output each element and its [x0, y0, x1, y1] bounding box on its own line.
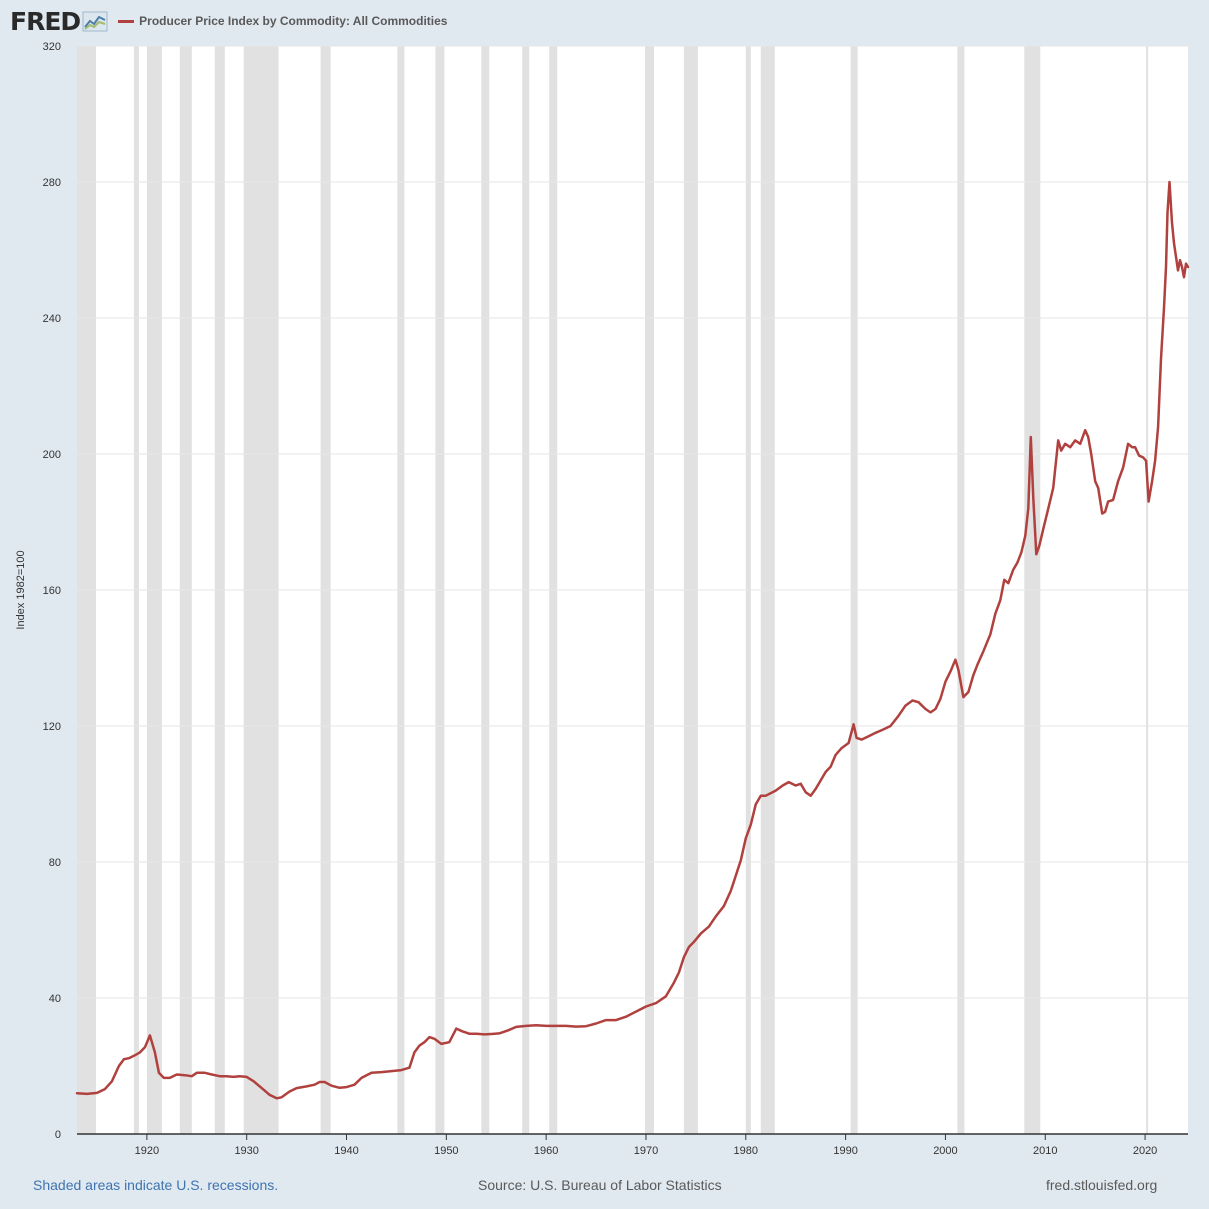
site-url[interactable]: fred.stlouisfed.org — [1046, 1177, 1158, 1193]
x-tick-label: 1990 — [833, 1145, 857, 1157]
x-tick-label: 2020 — [1133, 1145, 1157, 1157]
x-tick-label: 1940 — [334, 1145, 358, 1157]
x-tick-label: 1950 — [434, 1145, 458, 1157]
y-axis-label: Index 1982=100 — [15, 550, 27, 629]
y-tick-label: 40 — [49, 993, 61, 1005]
x-tick-label: 1970 — [634, 1145, 658, 1157]
y-tick-label: 0 — [55, 1129, 61, 1141]
fred-logo[interactable]: FRED — [10, 7, 108, 36]
source-text: Source: U.S. Bureau of Labor Statistics — [478, 1177, 722, 1193]
x-tick-label: 1980 — [734, 1145, 758, 1157]
y-tick-label: 120 — [43, 721, 61, 733]
logo-text: FRED — [10, 6, 81, 36]
axes: 0 40 80 120 160 200 240 280 320 1920 1930 1940 1950 1… — [43, 41, 1188, 1157]
y-tick-label: 280 — [43, 177, 61, 189]
y-tick-label: 200 — [43, 449, 61, 461]
x-tick-label: 1960 — [534, 1145, 558, 1157]
x-tick-label: 2000 — [933, 1145, 957, 1157]
series-line[interactable] — [75, 180, 1190, 1100]
y-tick-label: 320 — [43, 41, 61, 53]
gridlines — [77, 45, 1188, 999]
x-tick-label: 1920 — [135, 1145, 159, 1157]
y-tick-label: 240 — [43, 313, 61, 325]
chart-line-icon — [82, 11, 108, 32]
legend-swatch — [118, 19, 135, 23]
chart-legend: Producer Price Index by Commodity: All C… — [118, 14, 447, 28]
x-tick-label: 1930 — [234, 1145, 258, 1157]
y-tick-label: 80 — [49, 857, 61, 869]
y-tick-label: 160 — [43, 585, 61, 597]
x-tick-label: 2010 — [1033, 1145, 1057, 1157]
chart-header: FRED Producer Price Index by Commodity: … — [10, 6, 447, 36]
recession-note-link[interactable]: Shaded areas indicate U.S. recessions. — [33, 1177, 279, 1193]
series-layer — [75, 180, 1190, 1100]
legend-series-name: Producer Price Index by Commodity: All C… — [139, 14, 448, 28]
